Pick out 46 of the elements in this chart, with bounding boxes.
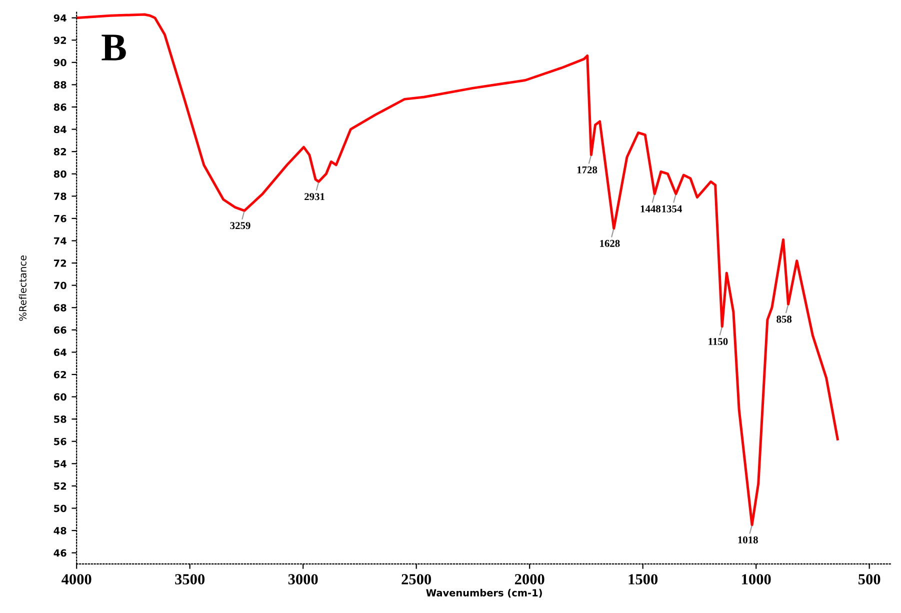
x-axis-title: Wavenumbers (cm-1) [426, 588, 542, 598]
x-tick-label: 1000 [742, 574, 771, 584]
y-tick-label: 64 [54, 348, 66, 356]
x-tick-label: 3500 [175, 574, 205, 584]
y-tick-label: 60 [54, 393, 66, 401]
y-tick-label: 50 [54, 504, 66, 512]
y-tick-label: 68 [54, 304, 66, 312]
y-tick-label: 46 [54, 549, 66, 557]
annotation: 3259 [230, 222, 250, 230]
y-tick-label: 92 [54, 36, 66, 44]
y-tick-label: 62 [54, 370, 66, 378]
y-tick-label: 84 [54, 126, 66, 134]
y-tick-label: 78 [54, 192, 66, 200]
x-tick-label: 1500 [628, 574, 658, 584]
x-tick-label: 2500 [402, 574, 432, 584]
x-tick-label: 500 [858, 574, 880, 584]
x-tick-label: 4000 [62, 574, 92, 584]
y-tick-label: 56 [54, 438, 66, 446]
annotation: 1018 [738, 536, 758, 544]
annotation: 1354 [662, 205, 682, 212]
y-tick-label: 48 [54, 527, 66, 534]
y-tick-label: 58 [54, 416, 66, 423]
y-tick-label: 76 [54, 214, 66, 222]
annotation: 2931 [304, 193, 324, 200]
annotation: 1728 [577, 166, 598, 174]
y-tick-label: 54 [54, 460, 66, 468]
x-tick-label: 3000 [288, 574, 318, 584]
y-tick-label: 88 [54, 81, 66, 89]
y-tick-label: 70 [54, 282, 66, 290]
line-series [76, 13, 839, 526]
y-tick-label: 66 [54, 326, 66, 334]
x-tick-label: 2000 [514, 574, 544, 584]
y-tick-label: 94 [54, 14, 66, 22]
y-tick-label: 72 [54, 260, 66, 267]
annotation: 1628 [600, 240, 620, 247]
y-axis-title: %Reflectance [18, 256, 26, 321]
annotation: 858 [776, 316, 792, 323]
y-tick-label: 90 [54, 58, 66, 66]
annotation: 1150 [708, 338, 728, 346]
y-tick-label: 86 [54, 103, 66, 111]
y-tick-label: 74 [54, 237, 66, 244]
y-tick-label: 82 [54, 148, 66, 156]
annotation: 1448 [640, 205, 661, 212]
y-tick-label: 80 [54, 170, 66, 178]
y-tick-label: 52 [54, 482, 66, 490]
annotation: B [102, 34, 126, 60]
